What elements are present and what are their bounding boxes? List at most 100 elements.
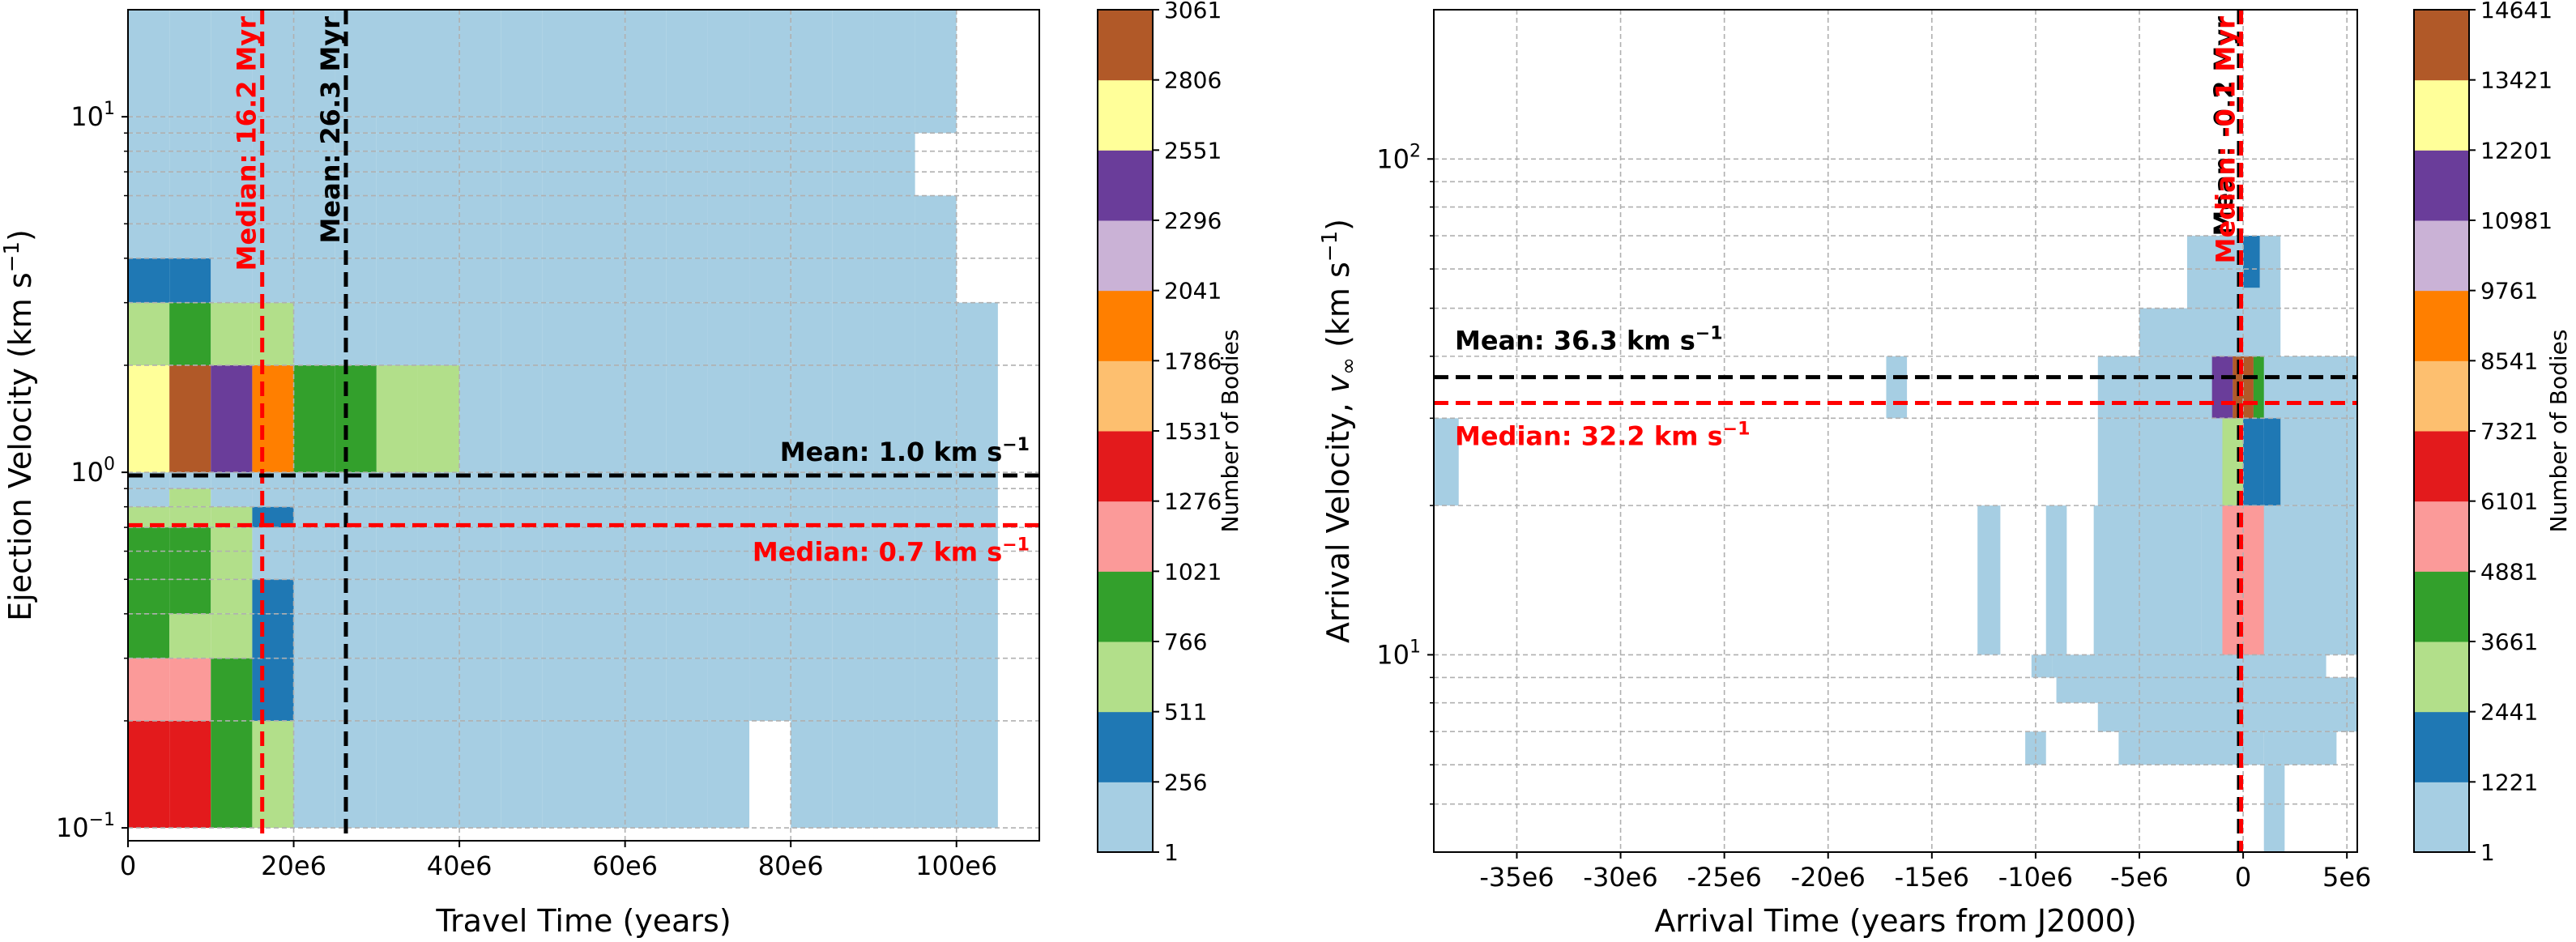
heatmap-cell — [293, 117, 335, 134]
median-horizontal-label: Median: 32.2 km s−1 — [1455, 420, 1750, 452]
heatmap-cell — [417, 658, 460, 721]
colorbar-segment — [2414, 79, 2469, 151]
heatmap-cell — [459, 258, 501, 303]
heatmap-cell — [2052, 654, 2067, 678]
heatmap-cell — [666, 151, 708, 173]
heatmap-cell — [211, 172, 253, 196]
heatmap-cell — [501, 364, 543, 473]
heatmap-cell — [128, 579, 170, 614]
colorbar-segment — [2414, 571, 2469, 642]
heatmap-cell — [915, 527, 957, 552]
colorbar-tick-label: 3661 — [2480, 629, 2538, 655]
heatmap-cell — [335, 720, 377, 829]
x-tick-label: -35e6 — [1479, 862, 1554, 893]
heatmap-cell — [293, 224, 335, 258]
plot-frame — [1433, 9, 2358, 853]
heatmap-cell — [376, 195, 418, 224]
heatmap-cell — [459, 720, 501, 829]
heatmap-cell — [583, 224, 625, 258]
heatmap-cell — [211, 302, 253, 365]
heatmap-cell — [1886, 356, 1908, 419]
heatmap-cell — [293, 551, 335, 580]
heatmap-cell — [873, 720, 915, 829]
heatmap-cell — [501, 720, 543, 829]
heatmap-cell — [252, 527, 294, 552]
heatmap-cell — [335, 151, 377, 173]
heatmap-cell — [707, 117, 750, 134]
heatmap-cell — [169, 258, 211, 303]
heatmap-cell — [169, 302, 211, 365]
heatmap-cell — [2201, 677, 2357, 703]
heatmap-cell — [625, 133, 667, 151]
colorbar-tick-label: 2296 — [1164, 207, 1222, 234]
heatmap-cell — [707, 579, 750, 614]
heatmap-cell — [915, 551, 957, 580]
heatmap-cell — [791, 195, 833, 224]
heatmap-cell — [915, 613, 957, 659]
heatmap-cell — [707, 551, 750, 580]
heatmap-cell — [2045, 505, 2067, 655]
heatmap-cell — [417, 258, 460, 303]
heatmap-cell — [169, 613, 211, 659]
heatmap-cell — [749, 258, 791, 303]
heatmap-cell — [666, 258, 708, 303]
mean-horizontal-label: Mean: 1.0 km s−1 — [780, 435, 1030, 467]
colorbar-segment — [1098, 360, 1153, 432]
heatmap-cell — [791, 117, 833, 134]
heatmap-cell — [583, 172, 625, 196]
heatmap-cell — [293, 527, 335, 552]
heatmap-cell — [873, 172, 915, 196]
heatmap-cell — [915, 720, 957, 829]
heatmap-cell — [417, 488, 460, 507]
heatmap-cell — [583, 720, 625, 829]
y-tick-label: 101 — [1376, 637, 1421, 670]
colorbar-segment — [2414, 641, 2469, 713]
heatmap-cell — [501, 302, 543, 365]
heatmap-cell — [625, 579, 667, 614]
heatmap-cell — [293, 613, 335, 659]
colorbar-tick-label: 7321 — [2480, 418, 2538, 445]
heatmap-cell — [542, 224, 584, 258]
x-tick-label: -30e6 — [1583, 862, 1657, 893]
heatmap-cell — [2263, 765, 2285, 852]
heatmap-cell — [169, 551, 211, 580]
colorbar-segment — [1098, 641, 1153, 713]
heatmap-cell — [417, 117, 460, 134]
heatmap-cell — [417, 151, 460, 173]
heatmap-cell — [873, 258, 915, 303]
heatmap-cell — [707, 258, 750, 303]
colorbar-segment — [1098, 782, 1153, 853]
heatmap-cell — [459, 133, 501, 151]
heatmap-cell — [417, 364, 460, 473]
heatmap-cell — [459, 613, 501, 659]
heatmap-cell — [832, 10, 874, 117]
colorbar-segment — [1098, 220, 1153, 292]
heatmap-cell — [915, 364, 957, 473]
heatmap-cell — [832, 195, 874, 224]
heatmap-cell — [169, 720, 211, 829]
heatmap-cell — [873, 195, 915, 224]
heatmap-cell — [211, 133, 253, 151]
heatmap-cell — [791, 172, 833, 196]
heatmap-cell — [501, 195, 543, 224]
heatmap-cell — [956, 720, 998, 829]
heatmap-cell — [666, 527, 708, 552]
heatmap-cell — [542, 579, 584, 614]
heatmap-cell — [707, 172, 750, 196]
heatmap-cell — [252, 364, 294, 473]
heatmap-cell — [707, 488, 750, 507]
heatmap-cell — [956, 527, 998, 552]
colorbar-tick-label: 3061 — [1164, 0, 1222, 23]
heatmap-cell — [873, 10, 915, 117]
heatmap-cell — [666, 613, 708, 659]
heatmap-cell — [873, 551, 915, 580]
heatmap-cell — [335, 10, 418, 117]
heatmap-cell — [625, 224, 667, 258]
heatmap-cell — [211, 720, 253, 829]
heatmap-cell — [791, 151, 833, 173]
heatmap-cell — [501, 133, 543, 151]
heatmap-cell — [169, 224, 211, 258]
heatmap-cell — [915, 488, 957, 507]
colorbar-tick-label: 8541 — [2480, 347, 2538, 374]
median-horizontal-label: Median: 0.7 km s−1 — [753, 535, 1030, 567]
